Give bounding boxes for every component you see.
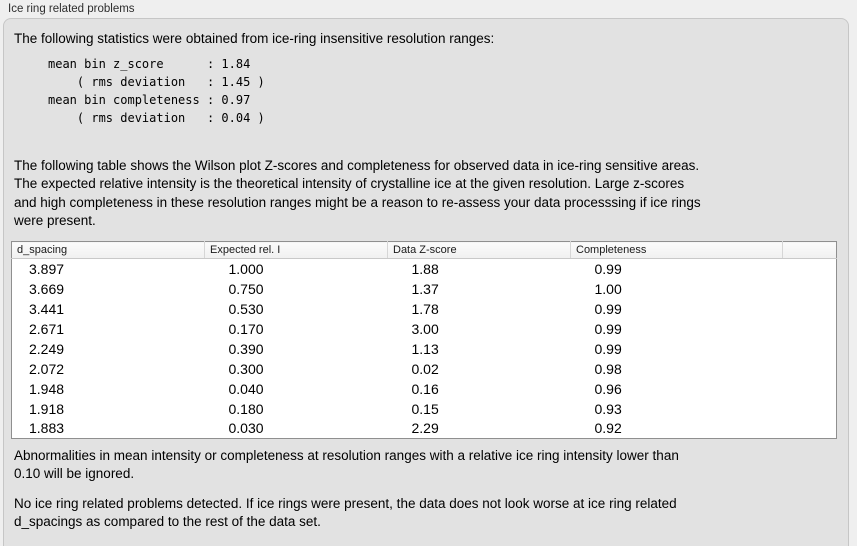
table-cell: 0.02: [411, 360, 439, 377]
description-line: and high completeness in these resolutio…: [14, 194, 701, 210]
table-cell: 0.15: [411, 400, 439, 417]
table-cell: 0.99: [594, 300, 622, 317]
conclusion-line: d_spacings as compared to the rest of th…: [14, 514, 321, 530]
ice-ring-panel: The following statistics were obtained f…: [3, 18, 849, 546]
stats-block: mean bin z_score : 1.84 ( rms deviation …: [48, 55, 265, 127]
table-cell-empty: [783, 279, 837, 299]
footnote-text: Abnormalities in mean intensity or compl…: [14, 447, 679, 484]
intro-text: The following statistics were obtained f…: [14, 31, 495, 46]
table-cell: 1.13: [411, 340, 439, 357]
table-cell: 0.530: [228, 300, 264, 317]
table-row[interactable]: 2.072 0.300 0.02 0.98: [12, 359, 837, 379]
table-cell: 3.441: [29, 300, 65, 317]
footnote-line: 0.10 will be ignored.: [14, 466, 135, 482]
table-cell: 3.00: [411, 320, 439, 337]
table-cell: 2.671: [29, 320, 65, 337]
table-cell: 0.99: [594, 340, 622, 357]
description-line: were present.: [14, 213, 96, 229]
table-cell: 0.040: [228, 380, 264, 397]
table-cell: 0.99: [594, 320, 622, 337]
table-cell: 1.78: [411, 300, 439, 317]
table-cell: 3.897: [29, 260, 65, 277]
table-row[interactable]: 1.948 0.040 0.16 0.96: [12, 379, 837, 399]
table-cell: 0.93: [594, 400, 622, 417]
table-cell-empty: [783, 339, 837, 359]
table-cell: 0.16: [411, 380, 439, 397]
table-cell: 0.170: [228, 320, 264, 337]
table-cell: 1.918: [29, 400, 65, 417]
conclusion-line: No ice ring related problems detected. I…: [14, 496, 677, 511]
stat-mean-bin-z-score: mean bin z_score : 1.84: [48, 57, 251, 71]
description-line: The following table shows the Wilson plo…: [14, 158, 700, 173]
table-cell: 3.669: [29, 280, 65, 297]
description-line: The expected relative intensity is the t…: [14, 176, 685, 192]
table-cell: 1.948: [29, 380, 65, 397]
column-header-empty: [782, 241, 837, 259]
ice-ring-table-body: 3.897 1.000 1.88 0.99 3.669 0.750 1.37 1.00 3.44…: [12, 259, 837, 439]
table-cell: 1.000: [228, 260, 264, 277]
table-cell: 0.98: [594, 360, 622, 377]
conclusion-text: No ice ring related problems detected. I…: [14, 495, 677, 532]
ice-ring-table[interactable]: d_spacing Expected rel. I Data Z-score C…: [11, 241, 837, 439]
footnote-line: Abnormalities in mean intensity or compl…: [14, 448, 679, 463]
stat-mean-bin-completeness: mean bin completeness : 0.97: [48, 93, 251, 107]
table-row[interactable]: 3.441 0.530 1.78 0.99: [12, 299, 837, 319]
table-cell: 1.88: [411, 260, 439, 277]
table-cell: 2.249: [29, 340, 65, 357]
stat-z-score-rms-deviation: ( rms deviation : 1.45 ): [48, 75, 265, 89]
table-cell: 0.750: [228, 280, 264, 297]
table-row[interactable]: 3.897 1.000 1.88 0.99: [12, 259, 837, 279]
table-cell-empty: [783, 299, 837, 319]
stat-completeness-rms-deviation: ( rms deviation : 0.04 ): [48, 111, 265, 125]
table-cell: 1.00: [594, 280, 622, 297]
column-header-expected-rel-i: Expected rel. I: [204, 241, 388, 259]
table-cell: 2.072: [29, 360, 65, 377]
table-cell-empty: [783, 419, 837, 439]
table-row[interactable]: 1.883 0.030 2.29 0.92: [12, 419, 837, 439]
table-cell-empty: [783, 399, 837, 419]
table-row[interactable]: 2.671 0.170 3.00 0.99: [12, 319, 837, 339]
table-cell: 2.29: [411, 420, 439, 437]
ice-ring-table-header: d_spacing Expected rel. I Data Z-score C…: [11, 241, 837, 259]
table-cell: 0.300: [228, 360, 264, 377]
table-cell: 0.180: [228, 400, 264, 417]
table-cell: 0.92: [594, 420, 622, 437]
description-text: The following table shows the Wilson plo…: [14, 157, 701, 231]
groupbox-title: Ice ring related problems: [8, 3, 135, 15]
table-cell-empty: [783, 379, 837, 399]
table-cell-empty: [783, 359, 837, 379]
table-cell-empty: [783, 319, 837, 339]
table-cell-empty: [783, 259, 837, 279]
table-cell: 0.390: [228, 340, 264, 357]
column-header-data-z-score: Data Z-score: [387, 241, 571, 259]
table-row[interactable]: 3.669 0.750 1.37 1.00: [12, 279, 837, 299]
table-cell: 0.96: [594, 380, 622, 397]
table-row[interactable]: 2.249 0.390 1.13 0.99: [12, 339, 837, 359]
column-header-completeness: Completeness: [570, 241, 783, 259]
table-cell: 1.37: [411, 280, 439, 297]
table-cell: 0.99: [594, 260, 622, 277]
table-cell: 0.030: [228, 420, 264, 437]
table-cell: 1.883: [29, 420, 65, 437]
column-header-d-spacing: d_spacing: [11, 241, 205, 259]
table-row[interactable]: 1.918 0.180 0.15 0.93: [12, 399, 837, 419]
